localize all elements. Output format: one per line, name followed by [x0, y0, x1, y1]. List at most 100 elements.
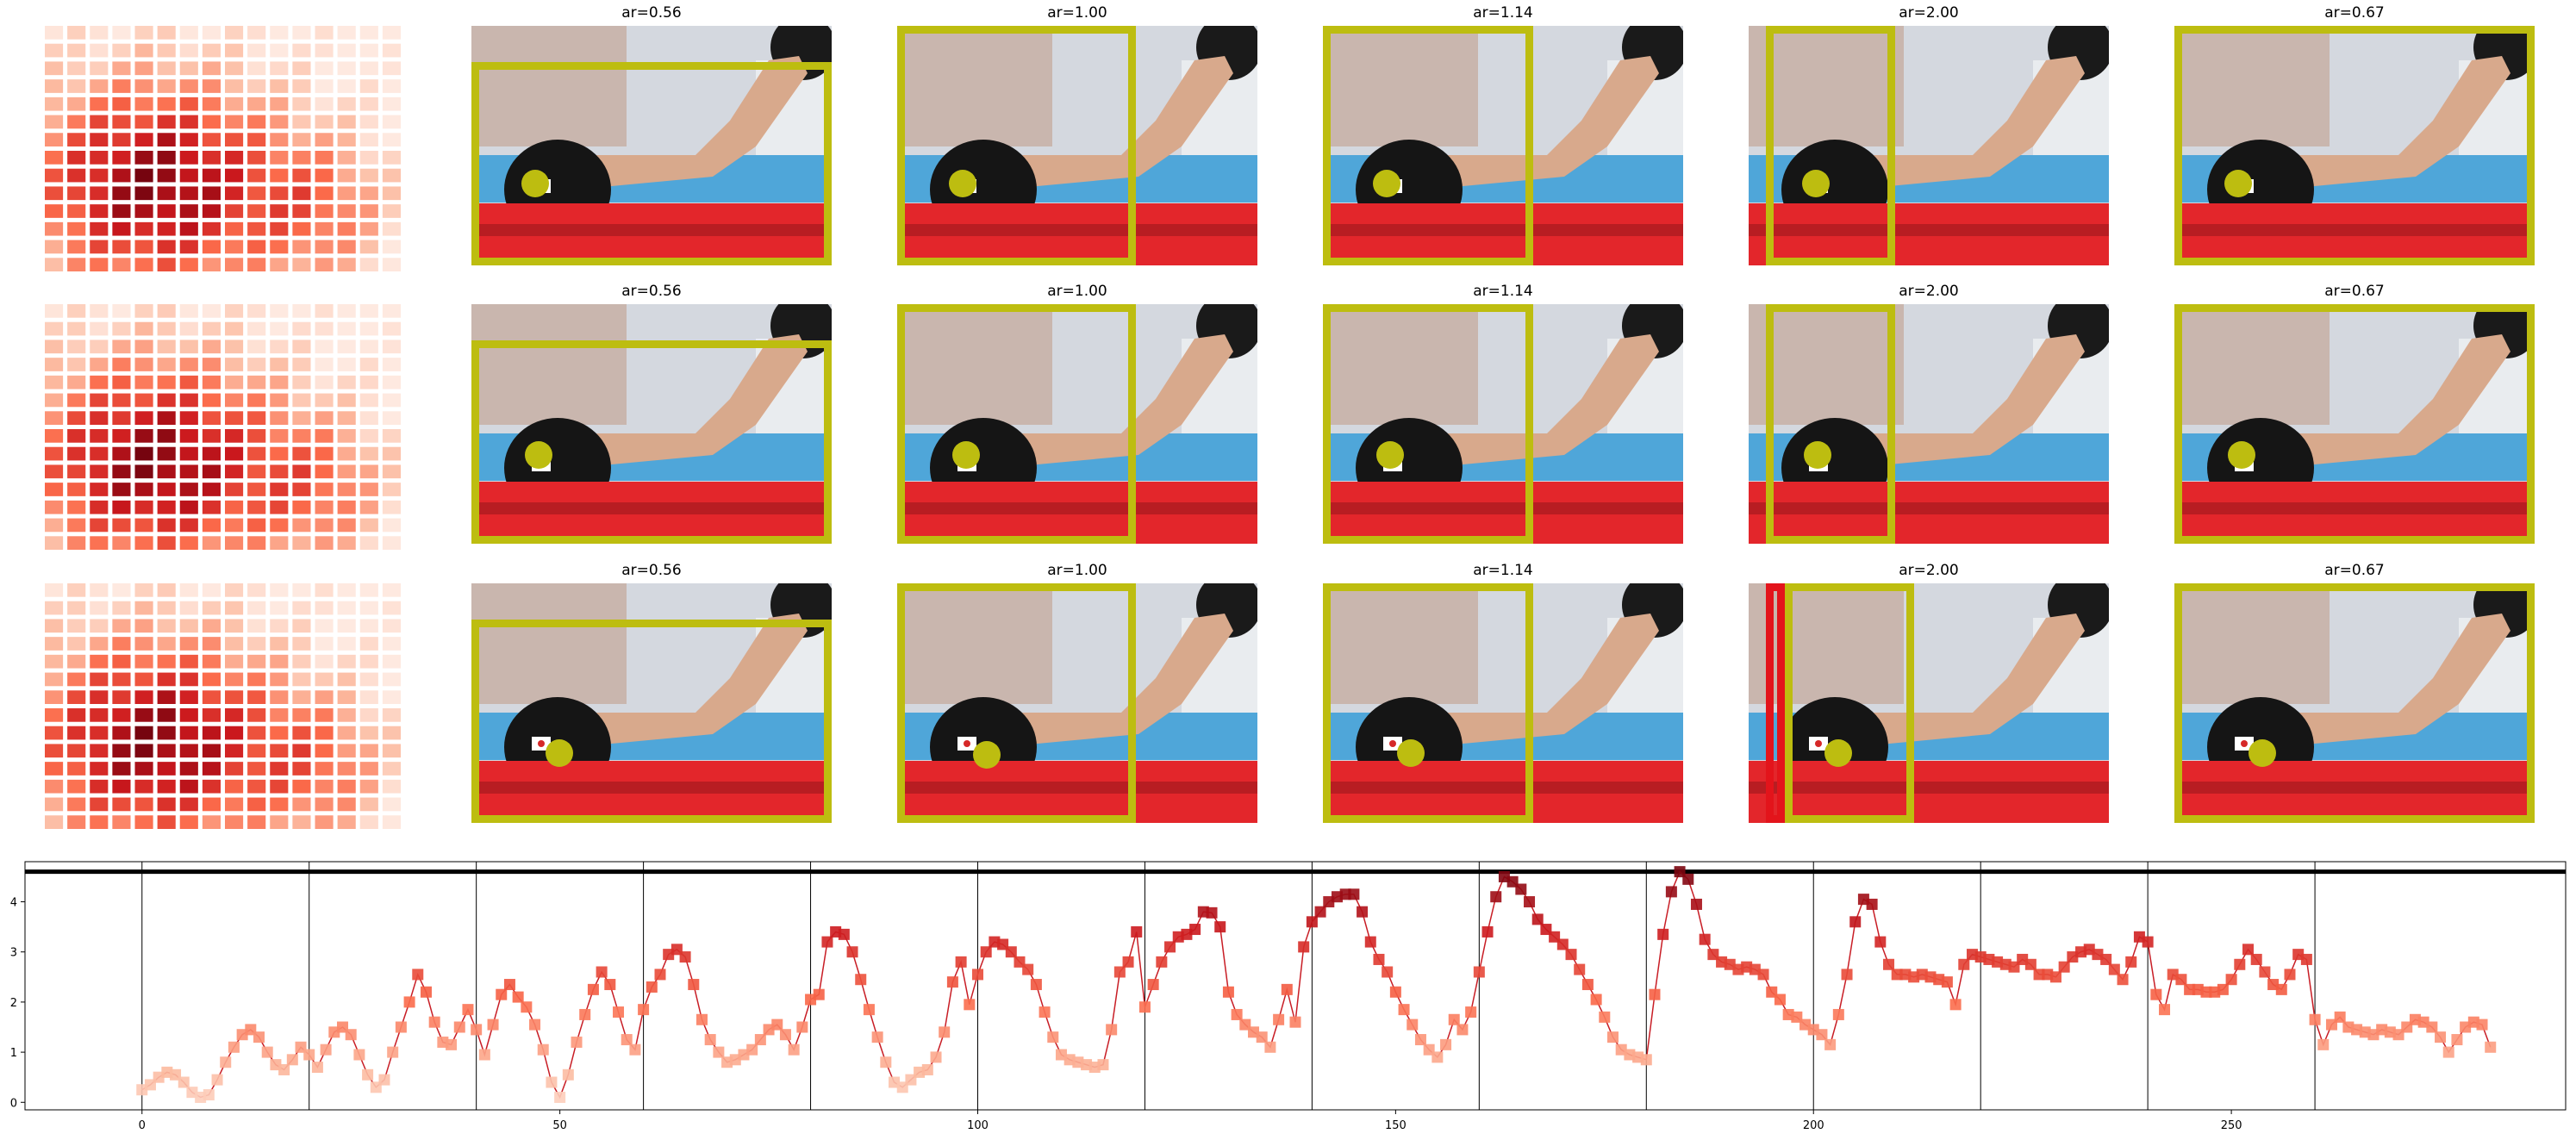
- heatmap-cell: [337, 726, 356, 740]
- heatmap-cell: [112, 637, 131, 651]
- heatmap-cell: [202, 240, 221, 254]
- heatmap-cell: [179, 258, 198, 271]
- heatmap-cell: [315, 429, 334, 443]
- heatmap-cell: [179, 518, 198, 533]
- heatmap-cell: [179, 393, 198, 408]
- heatmap-cell: [225, 151, 244, 165]
- data-point: [2234, 958, 2246, 970]
- heatmap-cell: [90, 221, 109, 236]
- plot-frame: [24, 861, 2567, 1111]
- heatmap-cell: [247, 762, 266, 776]
- crop-box: [1766, 304, 1895, 544]
- heatmap-cell: [202, 304, 221, 318]
- data-point: [1039, 1006, 1051, 1019]
- crop-box: [1785, 583, 1914, 823]
- data-point: [2058, 961, 2070, 973]
- image-panel: ar=2.00: [1749, 283, 2109, 544]
- data-point: [1131, 925, 1143, 938]
- heatmap-cell: [292, 61, 311, 76]
- heatmap-cell: [134, 797, 153, 812]
- heatmap-cell: [112, 429, 131, 443]
- heatmap-cell: [337, 762, 356, 776]
- heatmap-cell: [270, 797, 289, 812]
- heatmap-cell: [202, 79, 221, 93]
- data-point: [688, 979, 700, 991]
- heatmap-cell: [315, 375, 334, 389]
- heatmap-cell: [45, 240, 64, 254]
- data-point: [537, 1043, 549, 1056]
- heatmap-cell: [315, 762, 334, 776]
- heatmap-cell: [359, 518, 378, 533]
- heatmap-cell: [67, 204, 86, 218]
- data-point: [1574, 963, 1586, 975]
- photo-frame: [2174, 583, 2535, 823]
- heatmap-cell: [202, 151, 221, 165]
- heatmap-cell: [382, 797, 401, 812]
- heatmap-cell: [134, 115, 153, 129]
- heatmap-cell: [292, 708, 311, 722]
- heatmap-cell: [337, 619, 356, 633]
- data-point: [846, 946, 858, 958]
- heatmap-cell: [67, 429, 86, 443]
- heatmap-svg: [45, 583, 401, 829]
- data-point: [228, 1041, 240, 1053]
- heatmap-cell: [315, 601, 334, 615]
- heatmap-cell: [202, 258, 221, 271]
- heatmap-cell: [247, 340, 266, 354]
- heatmap-cell: [225, 500, 244, 514]
- heatmap-cell: [202, 762, 221, 776]
- heatmap-cell: [134, 168, 153, 183]
- heatmap-cell: [382, 26, 401, 40]
- heatmap-cell: [179, 601, 198, 615]
- heatmap-cell: [270, 375, 289, 389]
- heatmap-cell: [359, 797, 378, 812]
- heatmap-cell: [157, 340, 176, 354]
- heatmap-cell: [247, 258, 266, 271]
- heatmap-cell: [337, 411, 356, 425]
- data-point: [1407, 1019, 1419, 1031]
- heatmap-svg: [45, 26, 401, 271]
- heatmap-cell: [112, 168, 131, 183]
- heatmap-cell: [112, 654, 131, 669]
- x-tick-label: 150: [1385, 1119, 1407, 1132]
- heatmap-cell: [157, 221, 176, 236]
- heatmap-cell: [359, 637, 378, 651]
- heatmap-cell: [67, 762, 86, 776]
- focus-point-dot: [521, 170, 549, 197]
- heatmap-cell: [225, 375, 244, 389]
- heatmap-cell: [292, 358, 311, 371]
- heatmap-cell: [315, 26, 334, 40]
- heatmap-cell: [112, 483, 131, 496]
- heatmap-cell: [45, 186, 64, 201]
- heatmap-cell: [67, 464, 86, 479]
- heatmap-cell: [359, 672, 378, 687]
- data-point: [1222, 986, 1234, 998]
- data-point: [1314, 906, 1326, 918]
- heatmap-cell: [202, 483, 221, 496]
- heatmap-cell: [90, 393, 109, 408]
- heatmap-cell: [225, 115, 244, 129]
- heatmap-cell: [382, 304, 401, 318]
- focus-point-dot: [2224, 170, 2252, 197]
- heatmap-cell: [359, 204, 378, 218]
- heatmap-cell: [359, 446, 378, 461]
- heatmap-cell: [247, 726, 266, 740]
- heatmap-cell: [359, 97, 378, 111]
- heatmap-cell: [67, 358, 86, 371]
- heatmap-cell: [45, 61, 64, 76]
- data-point: [496, 988, 508, 1000]
- heatmap-cell: [292, 115, 311, 129]
- heatmap-cell: [90, 429, 109, 443]
- heatmap-cell: [382, 744, 401, 758]
- photo-frame: [897, 26, 1257, 265]
- heatmap-cell: [292, 304, 311, 318]
- data-point: [2250, 953, 2262, 965]
- heatmap-cell: [45, 654, 64, 669]
- heatmap-cell: [359, 26, 378, 40]
- heatmap-cell: [225, 168, 244, 183]
- heatmap-cell: [337, 221, 356, 236]
- photo-frame: [897, 583, 1257, 823]
- heatmap-cell: [179, 358, 198, 371]
- heatmap-cell: [112, 304, 131, 318]
- data-point: [345, 1029, 357, 1041]
